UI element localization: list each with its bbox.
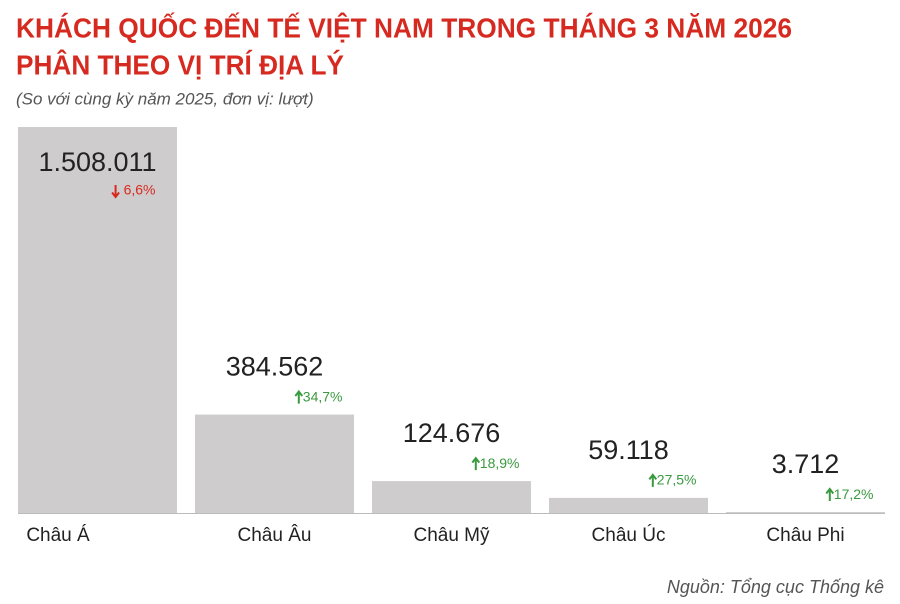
change-arrow: [648, 473, 658, 487]
chart-title: KHÁCH QUỐC ĐẾN TẾ VIỆT NAM TRONG THÁNG 3…: [16, 11, 792, 43]
chart-subtitle: (So với cùng kỳ năm 2025, đơn vị: lượt): [16, 89, 314, 108]
change-arrow: [825, 487, 835, 502]
bar: [372, 481, 531, 513]
change-label: 18,9%: [480, 455, 520, 471]
change-label: 17,2%: [834, 486, 874, 502]
change-label: 27,5%: [657, 472, 697, 488]
change-arrow: [294, 389, 304, 404]
change-arrow: [471, 456, 481, 471]
x-tick-label: Châu Á: [26, 525, 90, 546]
chart-title: PHÂN THEO VỊ TRÍ ĐỊA LÝ: [16, 49, 344, 80]
value-label: 1.508.011: [38, 147, 156, 177]
value-label: 3.712: [772, 449, 840, 479]
value-label: 124.676: [403, 418, 501, 448]
bar: [18, 127, 177, 513]
change-arrow: [111, 185, 120, 199]
value-label: 384.562: [226, 352, 324, 382]
bar: [195, 414, 354, 513]
x-tick-label: Châu Úc: [592, 524, 666, 546]
x-tick-label: Châu Phi: [766, 525, 844, 546]
change-label: 6,6%: [124, 182, 156, 198]
bar: [726, 512, 885, 513]
x-tick-label: Châu Âu: [238, 524, 312, 546]
value-label: 59.118: [588, 435, 669, 465]
x-tick-label: Châu Mỹ: [413, 525, 490, 546]
source: Nguồn: Tổng cục Thống kê: [667, 577, 884, 597]
bar: [549, 497, 708, 513]
change-label: 34,7%: [303, 388, 343, 404]
